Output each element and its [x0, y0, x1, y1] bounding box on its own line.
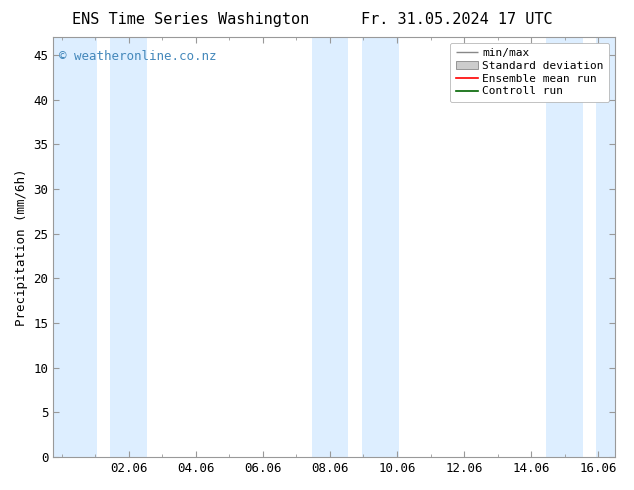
Bar — [311, 37, 349, 457]
Legend: min/max, Standard deviation, Ensemble mean run, Controll run: min/max, Standard deviation, Ensemble me… — [450, 43, 609, 102]
Bar — [547, 37, 583, 457]
Bar — [597, 37, 615, 457]
Bar — [53, 37, 97, 457]
Bar — [362, 37, 399, 457]
Text: ENS Time Series Washington: ENS Time Series Washington — [72, 12, 309, 27]
Bar — [110, 37, 147, 457]
Text: Fr. 31.05.2024 17 UTC: Fr. 31.05.2024 17 UTC — [361, 12, 552, 27]
Y-axis label: Precipitation (mm/6h): Precipitation (mm/6h) — [15, 169, 28, 326]
Text: © weatheronline.co.nz: © weatheronline.co.nz — [59, 49, 217, 63]
